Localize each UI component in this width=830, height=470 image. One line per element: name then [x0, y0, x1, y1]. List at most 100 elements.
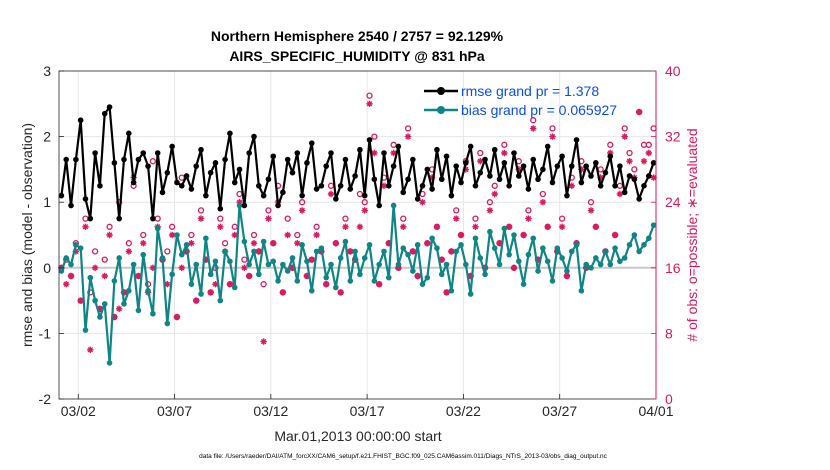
- rmse-point: [73, 156, 79, 163]
- rmse-point: [641, 183, 647, 189]
- obs-evaluated-point: [356, 223, 364, 230]
- rmse-point: [87, 215, 94, 222]
- rmse-point: [256, 183, 262, 189]
- obs-evaluated-point: [650, 174, 657, 181]
- rmse-point: [487, 173, 493, 179]
- bias-point: [390, 202, 397, 209]
- obs-evaluated-point: [645, 149, 652, 157]
- bias-point: [357, 271, 363, 278]
- bias-point: [525, 251, 532, 258]
- obs-evaluated-point: [371, 149, 378, 157]
- x-tick-label: 03/02: [61, 403, 96, 419]
- y-axis-right-label: # of obs: o=possible; ∗=evaluated: [684, 128, 700, 341]
- obs-possible-point: [298, 199, 306, 206]
- bias-point: [568, 248, 575, 255]
- obs-evaluated-point: [530, 125, 537, 132]
- y-axis-left: -2 -1 0 1 2 3: [39, 63, 64, 407]
- rmse-point: [511, 150, 517, 156]
- bias-point: [443, 261, 450, 268]
- obs-evaluated-point: [404, 133, 412, 140]
- obs-evaluated-point: [626, 158, 633, 165]
- obs-evaluated-point: [539, 199, 547, 206]
- obs-evaluated-point: [202, 256, 210, 263]
- obs-evaluated-point: [409, 248, 417, 255]
- rmse-point: [333, 196, 339, 202]
- bias-point: [573, 242, 580, 248]
- rmse-point: [304, 160, 310, 166]
- obs-evaluated-point: [592, 223, 600, 230]
- obs-possible-point: [631, 166, 638, 173]
- bias-point: [97, 314, 103, 320]
- x-axis-label: Mar.01,2013 00:00:00 start: [274, 428, 441, 444]
- obs-possible-point: [501, 141, 508, 148]
- rmse-point: [568, 163, 575, 169]
- bias-point: [260, 238, 267, 245]
- rmse-point: [631, 176, 638, 183]
- bias-point: [318, 245, 325, 251]
- legend-rmse-label: rmse grand pr = 1.378: [461, 83, 599, 99]
- obs-evaluated-point: [279, 289, 287, 296]
- bias-point: [121, 301, 127, 307]
- obs-possible-point: [525, 207, 532, 214]
- rmse-point: [164, 169, 171, 176]
- rmse-point: [405, 176, 411, 183]
- rmse-point: [549, 179, 556, 186]
- obs-evaluated-point: [250, 240, 258, 247]
- bias-point: [564, 268, 570, 274]
- bias-point: [540, 245, 546, 251]
- obs-evaluated-point: [400, 223, 407, 230]
- obs-evaluated-point: [428, 174, 436, 181]
- obs-possible-point: [140, 231, 147, 239]
- bias-point: [116, 255, 122, 261]
- obs-evaluated-point: [226, 281, 234, 288]
- bias-point: [414, 242, 421, 248]
- rmse-point: [645, 173, 652, 179]
- rmse-point: [58, 192, 65, 199]
- obs-possible-point: [621, 125, 628, 132]
- obs-evaluated-point: [472, 223, 479, 230]
- obs-evaluated-point: [164, 281, 171, 288]
- y-axis-left-label: rmse and bias (model - observation): [19, 123, 35, 347]
- bias-point: [410, 268, 416, 274]
- rmse-point: [299, 192, 305, 199]
- bias-point: [347, 278, 354, 284]
- bias-point: [482, 271, 488, 278]
- bias-point: [193, 261, 200, 268]
- obs-evaluated-point: [477, 158, 484, 165]
- rmse-point: [154, 150, 161, 156]
- rmse-point: [501, 160, 508, 166]
- rmse-point: [491, 146, 498, 153]
- rmse-point: [270, 153, 277, 160]
- bias-series: [58, 202, 657, 366]
- rmse-point: [284, 156, 291, 163]
- obs-evaluated-point: [111, 313, 118, 321]
- bias-point: [477, 255, 484, 261]
- bias-point: [530, 235, 537, 242]
- rmse-point: [650, 160, 657, 166]
- rmse-point: [342, 156, 349, 163]
- rmse-point: [150, 215, 156, 222]
- rmse-point: [429, 186, 435, 192]
- rmse-point: [289, 169, 296, 176]
- chart-title: Northern Hemisphere 2540 / 2757 = 92.129…: [211, 28, 504, 44]
- y-left-tick-label: 2: [43, 129, 51, 145]
- y-right-tick-label: 16: [665, 260, 681, 276]
- obs-evaluated-point: [438, 256, 445, 263]
- bias-point: [496, 261, 503, 268]
- bias-point: [438, 271, 445, 278]
- rmse-point: [106, 104, 113, 110]
- obs-possible-point: [400, 215, 407, 222]
- obs-evaluated-point: [375, 281, 383, 288]
- obs-possible-point: [371, 133, 378, 140]
- rmse-point: [217, 205, 224, 212]
- obs-evaluated-point: [63, 281, 70, 288]
- obs-evaluated-point: [443, 289, 450, 296]
- obs-evaluated-point: [424, 240, 431, 247]
- obs-evaluated-point: [197, 215, 205, 222]
- obs-possible-point: [106, 223, 113, 230]
- rmse-point: [68, 202, 74, 209]
- rmse-point: [323, 163, 330, 169]
- obs-possible-point: [361, 199, 368, 206]
- obs-evaluated-point: [419, 199, 426, 206]
- obs-evaluated-point: [366, 100, 373, 107]
